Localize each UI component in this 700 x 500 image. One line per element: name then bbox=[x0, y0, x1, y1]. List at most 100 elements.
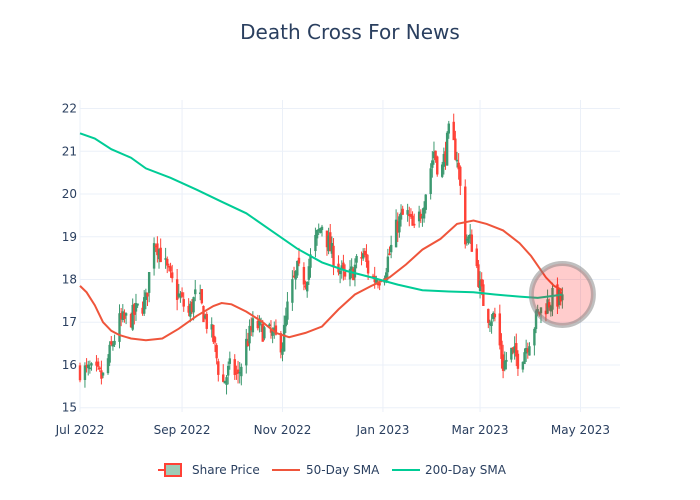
candle bbox=[246, 332, 250, 347]
candle bbox=[516, 350, 520, 376]
candle bbox=[305, 281, 309, 298]
candle bbox=[320, 224, 324, 237]
candle bbox=[134, 293, 138, 321]
candle-body bbox=[353, 264, 357, 278]
candle-body bbox=[447, 123, 450, 134]
candle-body bbox=[399, 212, 403, 220]
candle-body bbox=[263, 327, 266, 339]
candle bbox=[113, 334, 116, 347]
candle-body bbox=[87, 364, 90, 369]
candle-body bbox=[251, 318, 255, 333]
candle-body bbox=[480, 279, 483, 287]
candle bbox=[361, 248, 365, 261]
candle-body bbox=[315, 229, 319, 239]
candle-body bbox=[78, 365, 82, 381]
candle bbox=[282, 315, 286, 352]
candle bbox=[515, 333, 518, 367]
candle-body bbox=[136, 303, 139, 306]
y-tick-label: 22 bbox=[62, 102, 77, 116]
candle-body bbox=[131, 304, 134, 330]
candle-body bbox=[348, 268, 352, 280]
candle bbox=[401, 205, 404, 215]
candle bbox=[83, 362, 87, 388]
candle bbox=[467, 234, 470, 245]
y-tick-label: 15 bbox=[62, 401, 77, 415]
candle-body bbox=[470, 234, 474, 252]
candle bbox=[78, 362, 82, 383]
candle bbox=[477, 259, 480, 289]
sma50-line bbox=[79, 219, 563, 342]
candle-body bbox=[175, 279, 179, 300]
candle-body bbox=[363, 250, 367, 255]
x-tick-label: Jul 2022 bbox=[55, 423, 105, 437]
candle-body bbox=[143, 297, 146, 314]
candle bbox=[179, 291, 182, 303]
candle bbox=[528, 342, 531, 356]
candle-body bbox=[515, 343, 518, 357]
candle-body bbox=[268, 324, 271, 327]
candle bbox=[235, 365, 238, 380]
candle-body bbox=[226, 365, 230, 376]
candle bbox=[281, 342, 284, 362]
candle bbox=[164, 247, 167, 269]
candle-body bbox=[338, 270, 342, 275]
candle-body bbox=[225, 377, 228, 385]
candle-body bbox=[152, 243, 156, 269]
candle bbox=[175, 268, 179, 311]
candle-body bbox=[166, 258, 169, 266]
y-tick-label: 20 bbox=[62, 187, 77, 201]
candle-body bbox=[302, 266, 306, 285]
candle-body bbox=[96, 361, 100, 367]
candle bbox=[523, 348, 526, 365]
candle bbox=[212, 324, 215, 345]
candle bbox=[505, 352, 508, 370]
candle bbox=[457, 153, 460, 180]
candle-body bbox=[503, 360, 506, 370]
candle-body bbox=[459, 166, 462, 186]
candle-body bbox=[365, 253, 368, 262]
candle-body bbox=[156, 243, 159, 256]
candle-body bbox=[505, 359, 508, 362]
candle bbox=[319, 227, 322, 234]
candle-body bbox=[366, 260, 370, 274]
death-cross-marker bbox=[528, 260, 596, 328]
y-tick-label: 16 bbox=[62, 358, 77, 372]
candle-body bbox=[498, 313, 502, 346]
legend-label: 200-Day SMA bbox=[425, 463, 507, 477]
candle bbox=[215, 343, 218, 365]
candle-body bbox=[493, 313, 497, 318]
candle-body bbox=[533, 328, 536, 346]
legend: Share Price 50-Day SMA 200-Day SMA bbox=[158, 463, 507, 477]
candle-body bbox=[445, 132, 449, 166]
x-tick-label: Mar 2023 bbox=[452, 423, 509, 437]
candle-body bbox=[296, 260, 299, 276]
candle-body bbox=[548, 302, 551, 308]
y-tick-label: 17 bbox=[62, 315, 77, 329]
candle-body bbox=[274, 325, 278, 335]
candle bbox=[459, 165, 462, 196]
candle bbox=[100, 360, 103, 385]
candle bbox=[147, 272, 151, 303]
candle-body bbox=[406, 210, 409, 215]
x-tick-label: Sep 2022 bbox=[154, 423, 211, 437]
candle bbox=[194, 279, 197, 302]
candle-body bbox=[205, 313, 208, 329]
candle bbox=[143, 290, 146, 316]
candle-body bbox=[319, 228, 322, 233]
candle bbox=[236, 360, 240, 384]
candle bbox=[498, 304, 502, 350]
y-tick-label: 21 bbox=[62, 144, 77, 158]
candle-body bbox=[222, 374, 225, 382]
annotation-layer bbox=[528, 260, 596, 328]
candle-body bbox=[215, 345, 218, 359]
candle-body bbox=[431, 160, 434, 168]
candle-body bbox=[500, 340, 503, 359]
candle bbox=[388, 246, 391, 256]
candle bbox=[533, 327, 536, 356]
candle-body bbox=[108, 344, 111, 363]
candle bbox=[424, 194, 427, 214]
candle bbox=[87, 360, 90, 376]
candle bbox=[98, 366, 101, 373]
candle-body bbox=[386, 256, 390, 273]
